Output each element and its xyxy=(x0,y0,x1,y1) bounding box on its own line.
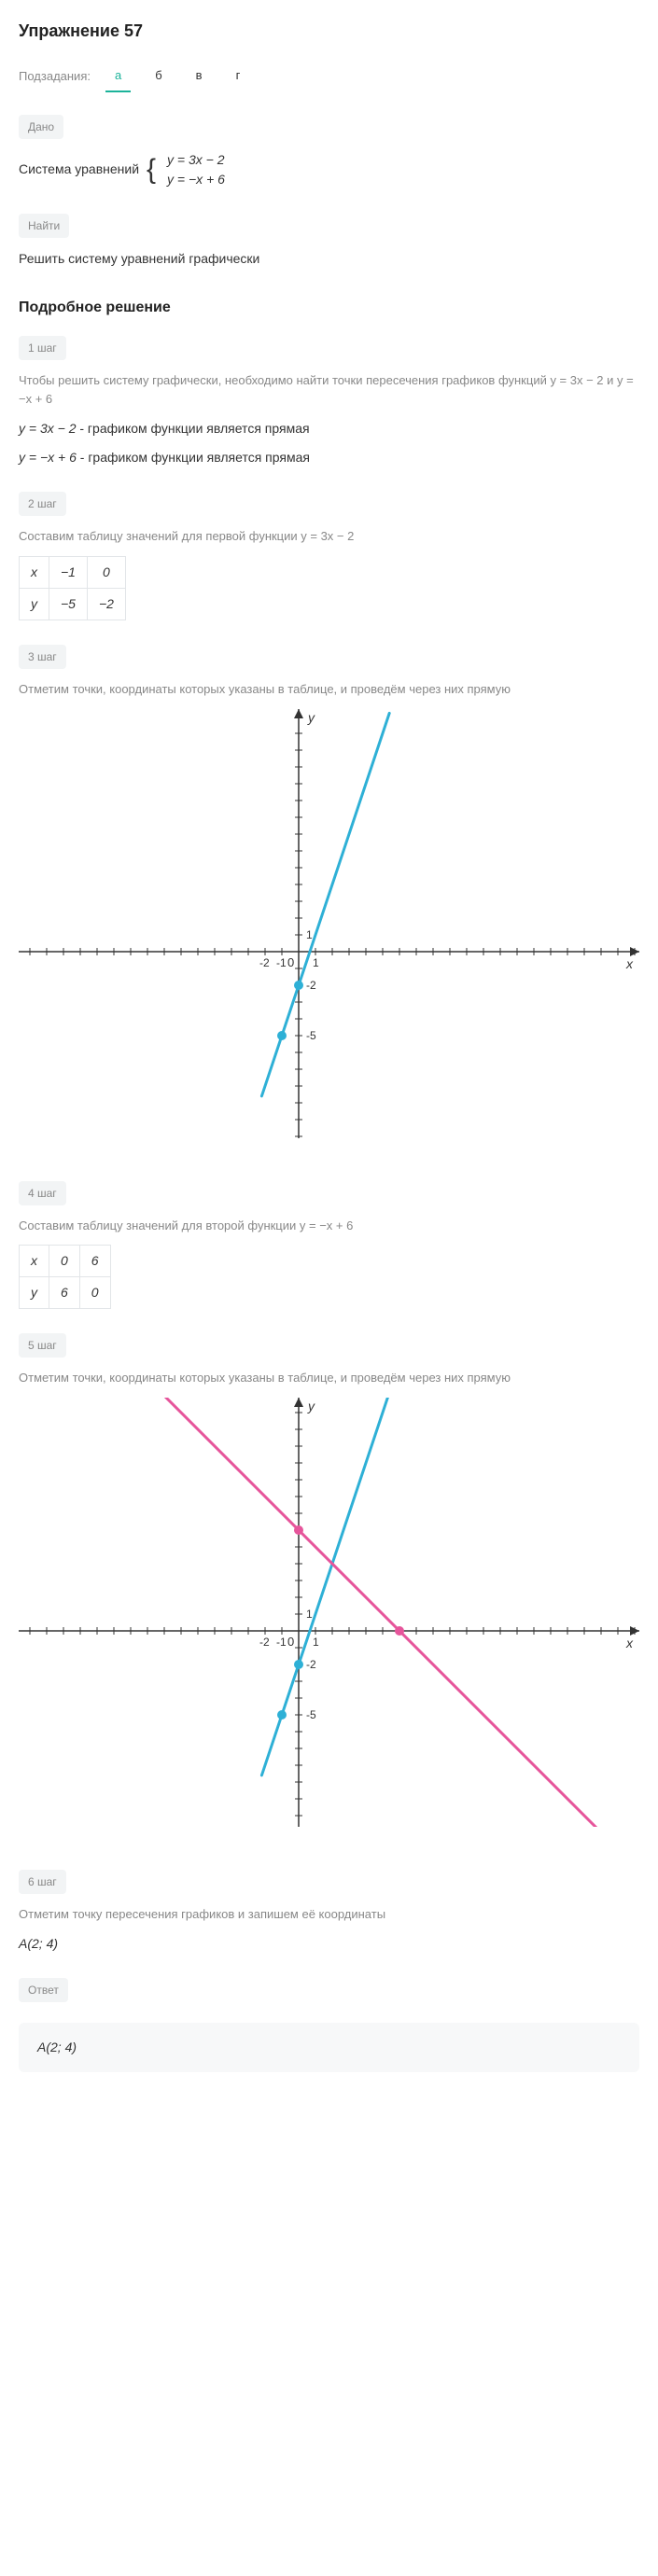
tab-g[interactable]: г xyxy=(227,61,250,92)
step4-intro: Составим таблицу значений для второй фун… xyxy=(19,1217,639,1236)
svg-text:x: x xyxy=(625,956,634,971)
t1-hy: y xyxy=(20,588,49,620)
find-section: Найти Решить систему уравнений графическ… xyxy=(19,214,639,269)
eq2: y = −x + 6 xyxy=(167,170,225,189)
equation-stack: y = 3x − 2 y = −x + 6 xyxy=(167,150,225,189)
eq1: y = 3x − 2 xyxy=(167,150,225,170)
step-6: 6 шаг Отметим точку пересечения графиков… xyxy=(19,1870,639,1954)
subtasks-label: Подзадания: xyxy=(19,67,91,86)
step6-point: A(2; 4) xyxy=(19,1934,639,1954)
given-text: Система уравнений { y = 3x − 2 y = −x + … xyxy=(19,150,639,189)
step4-badge: 4 шаг xyxy=(19,1181,66,1205)
step5-intro: Отметим точки, координаты которых указан… xyxy=(19,1369,639,1388)
svg-text:-2: -2 xyxy=(259,956,270,969)
tab-b[interactable]: б xyxy=(146,61,171,92)
graph-1: x y 0 -2 -1 1 1 -2 -5 xyxy=(19,709,639,1144)
svg-text:0: 0 xyxy=(287,1635,294,1649)
svg-text:1: 1 xyxy=(306,1608,313,1621)
t1-y0: −5 xyxy=(49,588,88,620)
step3-badge: 3 шаг xyxy=(19,645,66,669)
svg-text:-2: -2 xyxy=(306,979,316,992)
step-2: 2 шаг Составим таблицу значений для перв… xyxy=(19,492,639,620)
tab-a[interactable]: а xyxy=(105,61,131,92)
exercise-title: Упражнение 57 xyxy=(19,19,639,44)
svg-text:-5: -5 xyxy=(306,1029,316,1042)
find-badge: Найти xyxy=(19,214,69,238)
brace-icon: { xyxy=(147,156,156,184)
step1-badge: 1 шаг xyxy=(19,336,66,360)
solution-heading: Подробное решение xyxy=(19,297,639,319)
find-text: Решить систему уравнений графически xyxy=(19,249,639,269)
step3-intro: Отметим точки, координаты которых указан… xyxy=(19,680,639,700)
table-1: x −1 0 y −5 −2 xyxy=(19,556,126,620)
svg-text:-5: -5 xyxy=(306,1708,316,1721)
given-badge: Дано xyxy=(19,115,63,139)
answer-section: Ответ A(2; 4) xyxy=(19,1978,639,2072)
svg-text:-2: -2 xyxy=(306,1658,316,1671)
step1-txt2: - графиком функции является прямая xyxy=(77,450,310,465)
t2-hy: y xyxy=(20,1277,49,1309)
t2-y0: 6 xyxy=(49,1277,80,1309)
svg-text:-1: -1 xyxy=(276,1636,287,1649)
svg-text:1: 1 xyxy=(306,928,313,941)
svg-text:y: y xyxy=(307,1399,315,1413)
step1-line1: y = 3x − 2 - графиком функции является п… xyxy=(19,419,639,439)
step1-txt1: - графиком функции является прямая xyxy=(76,421,309,436)
t1-x1: 0 xyxy=(87,556,125,588)
t2-x1: 6 xyxy=(79,1246,110,1277)
svg-text:y: y xyxy=(307,710,315,725)
table-2: x 0 6 y 6 0 xyxy=(19,1245,111,1309)
t1-hx: x xyxy=(20,556,49,588)
graph-2: x y 0 -2 -1 1 1 -2 -5 xyxy=(19,1398,639,1832)
step-4: 4 шаг Составим таблицу значений для втор… xyxy=(19,1181,639,1310)
answer-badge: Ответ xyxy=(19,1978,68,2002)
svg-text:x: x xyxy=(625,1636,634,1650)
step6-badge: 6 шаг xyxy=(19,1870,66,1894)
svg-text:1: 1 xyxy=(313,956,319,969)
given-label: Система уравнений xyxy=(19,160,139,179)
subtasks-row: Подзадания: а б в г xyxy=(19,61,639,92)
tab-v[interactable]: в xyxy=(187,61,212,92)
step-5: 5 шаг Отметим точки, координаты которых … xyxy=(19,1333,639,1832)
step1-eq2: y = −x + 6 xyxy=(19,450,77,465)
step6-intro: Отметим точку пересечения графиков и зап… xyxy=(19,1905,639,1925)
t1-y1: −2 xyxy=(87,588,125,620)
step-3: 3 шаг Отметим точки, координаты которых … xyxy=(19,645,639,1144)
svg-text:-2: -2 xyxy=(259,1636,270,1649)
given-section: Дано Система уравнений { y = 3x − 2 y = … xyxy=(19,115,639,189)
svg-text:-1: -1 xyxy=(276,956,287,969)
step1-eq1: y = 3x − 2 xyxy=(19,421,76,436)
answer-box: A(2; 4) xyxy=(19,2023,639,2072)
t1-x0: −1 xyxy=(49,556,88,588)
step2-badge: 2 шаг xyxy=(19,492,66,516)
step5-badge: 5 шаг xyxy=(19,1333,66,1358)
t2-x0: 0 xyxy=(49,1246,80,1277)
t2-hx: x xyxy=(20,1246,49,1277)
svg-text:1: 1 xyxy=(313,1636,319,1649)
step-1: 1 шаг Чтобы решить систему графически, н… xyxy=(19,336,639,468)
svg-text:0: 0 xyxy=(287,955,294,969)
step1-intro: Чтобы решить систему графически, необход… xyxy=(19,371,639,411)
step2-intro: Составим таблицу значений для первой фун… xyxy=(19,527,639,547)
t2-y1: 0 xyxy=(79,1277,110,1309)
step1-line2: y = −x + 6 - графиком функции является п… xyxy=(19,448,639,467)
